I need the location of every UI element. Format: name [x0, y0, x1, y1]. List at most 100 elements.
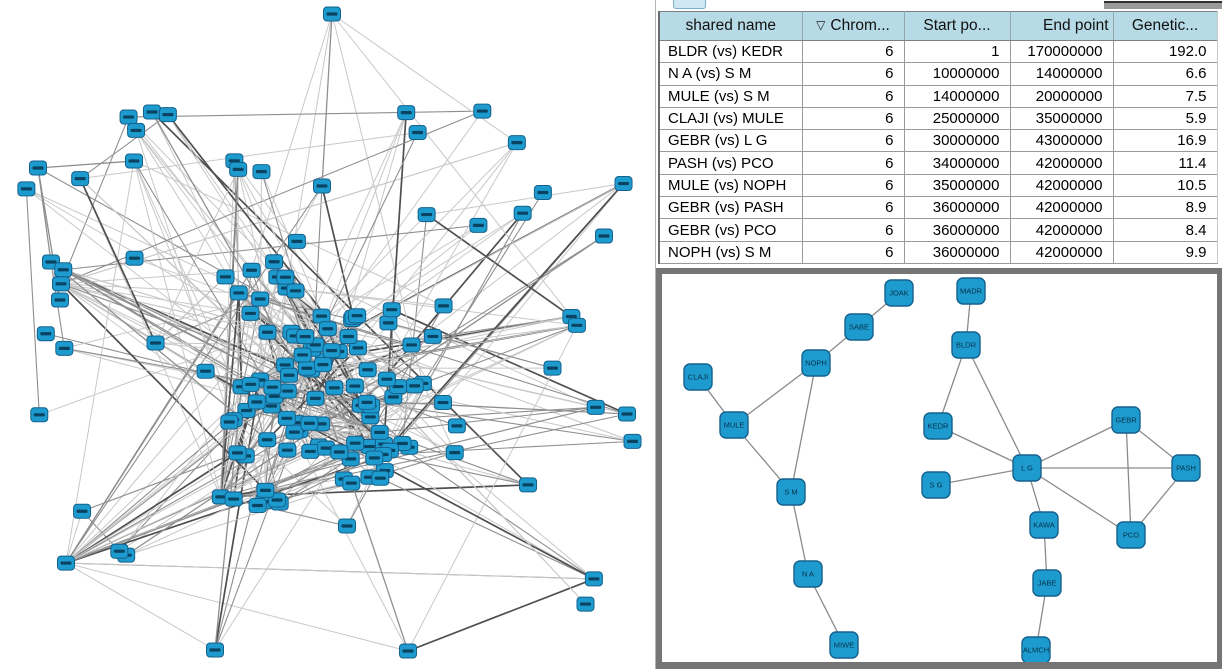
network-node-pash[interactable]: PASH: [1171, 454, 1201, 482]
table-row[interactable]: GEBR (vs) L G 6 30000000 43000000 16.9: [659, 129, 1218, 153]
network-node-joak[interactable]: JOAK: [884, 279, 914, 307]
network-node[interactable]: [586, 399, 605, 415]
value-cell[interactable]: 6: [802, 241, 905, 264]
value-cell[interactable]: 8.4: [1113, 218, 1218, 242]
network-node-kawa[interactable]: KAWA: [1029, 511, 1059, 539]
value-cell[interactable]: 170000000: [1010, 40, 1114, 64]
network-node[interactable]: [358, 394, 377, 410]
network-node-kedr[interactable]: KEDR: [923, 412, 953, 440]
edge-name-cell[interactable]: NOPH (vs) S M: [659, 241, 803, 264]
network-node[interactable]: [279, 367, 298, 383]
network-edge[interactable]: [937, 425, 1028, 469]
network-node[interactable]: [258, 324, 277, 340]
network-node[interactable]: [54, 262, 73, 278]
column-header-start-po-[interactable]: Start po...: [904, 11, 1011, 41]
value-cell[interactable]: 6: [802, 107, 905, 131]
network-node[interactable]: [158, 107, 177, 123]
value-cell[interactable]: 5.9: [1113, 107, 1218, 131]
network-node[interactable]: [623, 433, 642, 449]
network-node-claji[interactable]: CLAJI: [683, 363, 713, 391]
network-node[interactable]: [251, 291, 270, 307]
value-cell[interactable]: 6: [802, 62, 905, 86]
network-node[interactable]: [228, 445, 247, 461]
network-node[interactable]: [286, 283, 305, 299]
network-node[interactable]: [265, 254, 284, 270]
network-node[interactable]: [57, 555, 76, 571]
network-node[interactable]: [447, 418, 466, 434]
network-node-n-a[interactable]: N A: [793, 560, 823, 588]
network-node[interactable]: [196, 363, 215, 379]
tab-remnant[interactable]: [673, 0, 706, 9]
value-cell[interactable]: 6: [802, 218, 905, 242]
network-node[interactable]: [71, 171, 90, 187]
value-cell[interactable]: 11.4: [1113, 151, 1218, 175]
column-header-shared-name[interactable]: shared name: [659, 11, 803, 41]
column-header-end-point[interactable]: End point: [1010, 11, 1114, 41]
value-cell[interactable]: 14000000: [1010, 62, 1114, 86]
network-node[interactable]: [125, 250, 144, 266]
value-cell[interactable]: 14000000: [904, 85, 1011, 108]
table-row[interactable]: N A (vs) S M 6 10000000 14000000 6.6: [659, 62, 1218, 86]
network-node[interactable]: [469, 217, 488, 233]
main-network-panel[interactable]: [0, 0, 654, 669]
network-node[interactable]: [618, 406, 636, 422]
network-node[interactable]: [507, 135, 526, 151]
edge-attribute-table[interactable]: shared name ▽ Chrom... Start po... End point…: [658, 11, 1218, 264]
network-node[interactable]: [595, 228, 613, 244]
network-node-mule[interactable]: MULE: [719, 411, 749, 439]
network-node[interactable]: [297, 360, 316, 376]
network-node[interactable]: [278, 442, 297, 458]
network-edge[interactable]: [1026, 467, 1132, 536]
network-node[interactable]: [241, 376, 260, 392]
network-node[interactable]: [256, 482, 275, 498]
network-node[interactable]: [252, 164, 271, 180]
value-cell[interactable]: 6: [802, 40, 905, 64]
network-node[interactable]: [287, 233, 306, 249]
value-cell[interactable]: 10.5: [1113, 174, 1218, 198]
value-cell[interactable]: 35000000: [904, 174, 1011, 198]
network-node[interactable]: [325, 380, 344, 396]
value-cell[interactable]: 6: [802, 151, 905, 175]
network-node[interactable]: [55, 340, 74, 356]
network-edge[interactable]: [935, 467, 1028, 486]
network-node-s-m[interactable]: S M: [776, 478, 806, 506]
network-node[interactable]: [119, 109, 138, 125]
network-node[interactable]: [301, 443, 320, 459]
value-cell[interactable]: 42000000: [1010, 174, 1114, 198]
network-node[interactable]: [371, 470, 390, 486]
value-cell[interactable]: 42000000: [1010, 218, 1114, 242]
network-node[interactable]: [241, 305, 260, 321]
value-cell[interactable]: 6: [802, 174, 905, 198]
network-node[interactable]: [339, 328, 358, 344]
network-node[interactable]: [278, 383, 297, 399]
value-cell[interactable]: 36000000: [904, 196, 1011, 220]
value-cell[interactable]: 16.9: [1113, 129, 1218, 153]
network-node-madr[interactable]: MADR: [956, 277, 986, 305]
network-node-almch[interactable]: ALMCH: [1021, 636, 1051, 662]
network-node-l-g[interactable]: L G: [1012, 454, 1042, 482]
network-node-s-g[interactable]: S G: [921, 471, 951, 499]
network-node[interactable]: [513, 205, 532, 221]
network-node[interactable]: [224, 491, 243, 507]
network-node[interactable]: [519, 477, 538, 493]
value-cell[interactable]: 9.9: [1113, 241, 1218, 264]
network-node-pco[interactable]: PCO: [1116, 521, 1146, 549]
network-node[interactable]: [216, 269, 235, 285]
network-node[interactable]: [345, 378, 364, 394]
table-row[interactable]: GEBR (vs) PASH 6 36000000 42000000 8.9: [659, 196, 1218, 220]
network-node-miwe[interactable]: MIWE: [829, 631, 859, 659]
network-node[interactable]: [397, 105, 416, 121]
network-node[interactable]: [277, 410, 296, 426]
value-cell[interactable]: 43000000: [1010, 129, 1114, 153]
value-cell[interactable]: 6: [802, 129, 905, 153]
network-node-jabe[interactable]: JABE: [1032, 569, 1062, 597]
network-node[interactable]: [408, 125, 427, 141]
value-cell[interactable]: 1: [904, 40, 1011, 64]
network-node[interactable]: [52, 276, 71, 292]
network-node[interactable]: [365, 450, 384, 466]
network-node[interactable]: [377, 371, 396, 387]
network-node[interactable]: [143, 104, 161, 120]
network-node[interactable]: [30, 407, 49, 423]
network-node[interactable]: [36, 326, 55, 342]
network-node[interactable]: [318, 321, 337, 337]
